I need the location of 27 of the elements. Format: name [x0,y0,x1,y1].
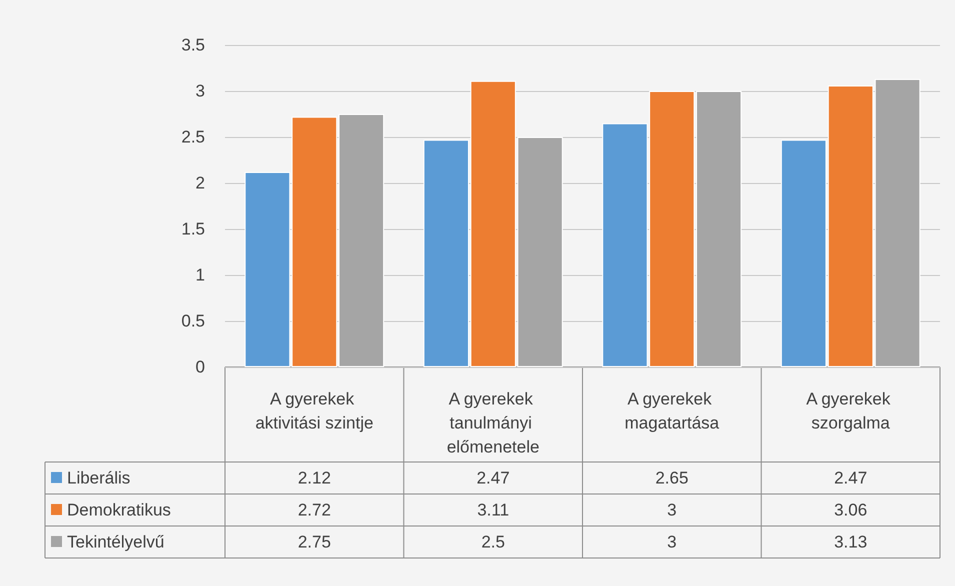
data-label: 2.75 [298,532,331,552]
y-tick-label: 0.5 [181,312,205,330]
y-tick-label: 1 [196,266,205,284]
data-label: 3.11 [477,500,510,520]
data-label: 2.47 [834,468,868,488]
data-label: 3 [667,532,677,552]
y-tick-label: 1.5 [181,220,205,238]
data-label: 3.13 [834,532,868,552]
legend-label: Liberális [67,468,130,488]
y-tick-label: 2.5 [181,128,205,146]
data-label: 2.72 [298,500,331,520]
y-tick-label: 3 [196,82,205,100]
y-tick-label: 3.5 [181,36,205,54]
y-tick-label: 2 [196,174,205,192]
data-label: 3 [667,500,677,520]
x-tick-label: A gyerekek tanulmányi előmenetele [446,390,540,456]
data-label: 2.65 [655,468,688,488]
legend-label: Demokratikus [67,500,171,520]
x-tick-label: A gyerekek magatartása [624,390,720,432]
x-tick-label: A gyerekek szorgalma [806,390,896,432]
x-tick-label: A gyerekek aktivitási szintje [255,390,374,432]
data-label: 2.5 [481,532,505,552]
data-label: 2.47 [476,468,510,488]
legend-label: Tekintélyelvű [67,532,164,552]
y-tick-label: 0 [196,358,205,376]
data-label: 3.06 [834,500,868,520]
data-label: 2.12 [298,468,331,488]
